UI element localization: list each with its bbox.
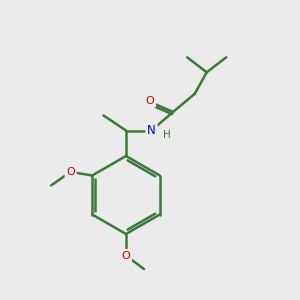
Text: H: H xyxy=(163,130,170,140)
Text: N: N xyxy=(147,124,156,137)
Text: O: O xyxy=(146,96,154,106)
Text: O: O xyxy=(122,250,130,261)
Text: O: O xyxy=(66,167,75,177)
